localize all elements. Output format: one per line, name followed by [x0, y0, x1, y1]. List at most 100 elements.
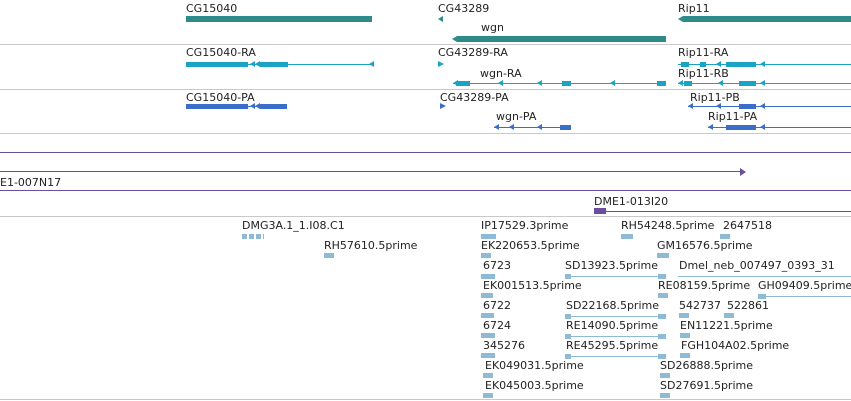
est-label[interactable]: RH54248.5prime [621, 219, 715, 232]
strand-arrow-icon [255, 103, 260, 109]
transcript-label-wgn-ra[interactable]: wgn-RA [480, 67, 522, 80]
est-glyph[interactable] [565, 354, 571, 359]
est-label[interactable]: EK220653.5prime [481, 239, 580, 252]
est-glyph[interactable] [658, 314, 666, 319]
protein-label-cg43289-pa[interactable]: CG43289-PA [440, 91, 509, 104]
transcript-label-cg43289-ra[interactable]: CG43289-RA [438, 46, 508, 59]
gene-label-cg43289[interactable]: CG43289 [438, 2, 490, 15]
est-glyph[interactable] [481, 253, 491, 258]
transcript-exon[interactable] [260, 62, 288, 67]
est-label[interactable]: 522861 [727, 299, 769, 312]
protein-exon[interactable] [560, 125, 571, 130]
est-label[interactable]: 6723 [483, 259, 511, 272]
est-glyph[interactable] [565, 334, 571, 339]
clone-line[interactable] [594, 211, 851, 212]
transcript-label-rip11-ra[interactable]: Rip11-RA [678, 46, 729, 59]
transcript-glyph[interactable] [438, 61, 444, 67]
transcript-label-cg15040-ra[interactable]: CG15040-RA [186, 46, 256, 59]
gene-glyph-cg43289[interactable] [438, 16, 443, 22]
transcript-exon[interactable] [657, 81, 666, 86]
est-label[interactable]: SD26888.5prime [660, 359, 753, 372]
est-label[interactable]: EK049031.5prime [485, 359, 584, 372]
protein-exon[interactable] [260, 104, 287, 109]
est-label[interactable]: 2647518 [723, 219, 772, 232]
est-label[interactable]: DMG3A.1_1.I08.C1 [242, 219, 345, 232]
gene-label-wgn[interactable]: wgn [481, 21, 504, 34]
est-label[interactable]: RE45295.5prime [566, 339, 659, 352]
gene-bar-rip11[interactable] [683, 16, 851, 22]
gene-bar-cg15040[interactable] [186, 16, 372, 22]
est-label[interactable]: RE08159.5prime [658, 279, 751, 292]
est-glyph[interactable] [657, 253, 669, 258]
transcript-exon[interactable] [186, 62, 248, 67]
clone-label-e1-007n17[interactable]: E1-007N17 [0, 176, 62, 189]
transcript-exon[interactable] [681, 62, 689, 67]
track-divider [0, 44, 851, 45]
est-glyph[interactable] [658, 274, 666, 279]
protein-exon[interactable] [726, 125, 756, 130]
est-label[interactable]: SD27691.5prime [660, 379, 753, 392]
est-label[interactable]: 6722 [483, 299, 511, 312]
est-glyph[interactable] [242, 234, 264, 239]
est-label[interactable]: 345276 [483, 339, 525, 352]
protein-label-rip11-pa[interactable]: Rip11-PA [708, 110, 758, 123]
est-label[interactable]: FGH104A02.5prime [681, 339, 790, 352]
est-label[interactable]: 6724 [483, 319, 511, 332]
est-label[interactable]: EK045003.5prime [485, 379, 584, 392]
transcript-exon[interactable] [456, 81, 470, 86]
est-glyph[interactable] [758, 294, 766, 299]
protein-label-cg15040-pa[interactable]: CG15040-PA [186, 91, 255, 104]
est-glyph[interactable] [724, 313, 734, 318]
est-glyph[interactable] [483, 373, 493, 378]
est-label[interactable]: SD22168.5prime [566, 299, 659, 312]
est-glyph[interactable] [658, 293, 668, 298]
est-glyph[interactable] [565, 314, 571, 319]
est-glyph[interactable] [481, 313, 494, 318]
est-label[interactable]: GH09409.5prime [758, 279, 851, 292]
est-glyph[interactable] [660, 393, 670, 398]
est-glyph[interactable] [481, 234, 496, 239]
est-label[interactable]: EN11221.5prime [680, 319, 773, 332]
est-label[interactable]: 542737 [679, 299, 721, 312]
gene-bar-wgn[interactable] [457, 36, 666, 42]
est-glyph[interactable] [481, 333, 495, 338]
protein-label-wgn-pa[interactable]: wgn-PA [496, 110, 537, 123]
clone-line[interactable] [0, 171, 745, 172]
est-glyph[interactable] [481, 274, 495, 279]
est-glyph[interactable] [565, 274, 571, 279]
transcript-exon[interactable] [700, 62, 706, 67]
est-label[interactable]: GM16576.5prime [657, 239, 753, 252]
clone-line[interactable] [0, 152, 851, 153]
transcript-exon[interactable] [739, 81, 756, 86]
est-glyph[interactable] [658, 354, 666, 359]
gene-label-cg15040[interactable]: CG15040 [186, 2, 238, 15]
est-label[interactable]: RE14090.5prime [566, 319, 659, 332]
est-glyph[interactable] [481, 293, 493, 298]
est-glyph[interactable] [621, 234, 633, 239]
est-glyph[interactable] [324, 253, 334, 258]
est-glyph[interactable] [658, 334, 666, 339]
clone-label-dme1-013i20[interactable]: DME1-013I20 [594, 195, 669, 208]
est-label[interactable]: EK001513.5prime [483, 279, 582, 292]
est-glyph[interactable] [720, 234, 730, 239]
est-label[interactable]: SD13923.5prime [565, 259, 658, 272]
est-label[interactable]: IP17529.3prime [481, 219, 569, 232]
est-glyph[interactable] [483, 393, 493, 398]
protein-exon[interactable] [186, 104, 248, 109]
transcript-exon[interactable] [562, 81, 571, 86]
protein-label-rip11-pb[interactable]: Rip11-PB [690, 91, 740, 104]
est-label[interactable]: Dmel_neb_007497_0393_31 [679, 259, 835, 272]
est-glyph[interactable] [680, 353, 690, 358]
protein-glyph[interactable] [440, 103, 446, 109]
est-glyph[interactable] [679, 313, 689, 318]
transcript-exon[interactable] [726, 62, 756, 67]
protein-exon[interactable] [739, 104, 756, 109]
gene-label-rip11[interactable]: Rip11 [678, 2, 710, 15]
transcript-exon[interactable] [684, 81, 692, 86]
transcript-label-rip11-rb[interactable]: Rip11-RB [678, 67, 729, 80]
est-glyph[interactable] [481, 353, 495, 358]
est-glyph[interactable] [680, 333, 690, 338]
est-glyph[interactable] [660, 373, 670, 378]
est-label[interactable]: RH57610.5prime [324, 239, 418, 252]
clone-line[interactable] [0, 190, 851, 191]
